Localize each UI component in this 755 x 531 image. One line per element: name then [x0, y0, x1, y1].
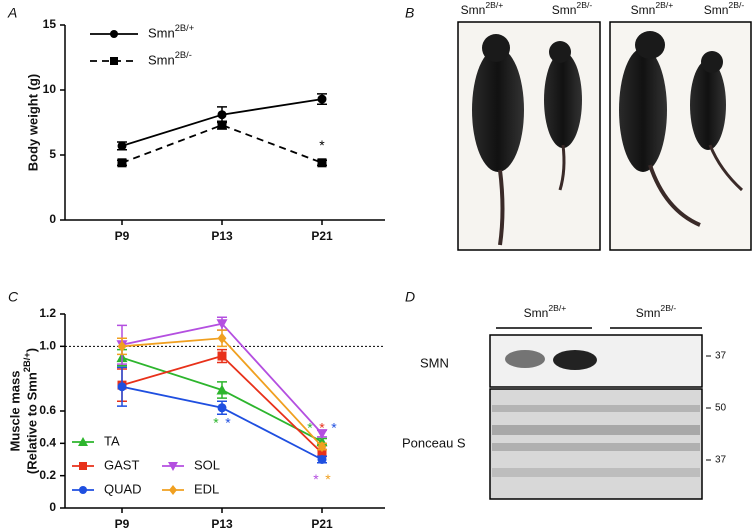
y-tick-label: 0 [49, 500, 56, 514]
band [553, 350, 597, 370]
y-tick-label: 10 [43, 82, 57, 96]
annotation: * [331, 419, 337, 435]
legend-marker [79, 462, 87, 470]
legend-marker [169, 485, 177, 495]
x-tick-label: P13 [211, 517, 233, 531]
legend-marker [79, 486, 87, 494]
mouse [472, 48, 524, 172]
chart: 0 5 10 15 P9 P13 P21 Body weight (g) Smn2B/+ Smn2… [25, 17, 385, 243]
x-tick-label: P9 [115, 229, 130, 243]
x-tick-label: P21 [311, 517, 333, 531]
band [492, 425, 700, 435]
y-tick-label: 15 [43, 17, 57, 31]
mouse [635, 31, 665, 59]
x-tick-label: P13 [211, 229, 233, 243]
panel-label: A [7, 5, 17, 21]
annotation: * [319, 137, 325, 153]
size-marker: 37 [715, 351, 727, 362]
mouse [549, 41, 571, 63]
series-line [121, 124, 323, 164]
mouse [544, 52, 582, 148]
y-axis-label: (Relative to Smn2B/+) [22, 348, 39, 474]
mouse [482, 34, 510, 62]
mouse [690, 60, 726, 150]
genotype-label: Smn2B/- [704, 0, 745, 17]
genotype-label: Smn2B/- [552, 0, 593, 17]
row-label: SMN [420, 355, 449, 370]
y-tick-label: 0 [49, 212, 56, 226]
marker [216, 384, 228, 395]
marker [216, 319, 228, 330]
mouse [701, 51, 723, 73]
band [505, 350, 545, 368]
y-axis-label: Muscle mass [7, 371, 22, 452]
legend-label: QUAD [104, 481, 142, 496]
y-tick-label: 1.2 [39, 306, 56, 320]
legend-label: GAST [104, 457, 139, 472]
marker [316, 429, 328, 440]
mouse-tail [708, 144, 744, 192]
y-tick-label: 0.4 [39, 436, 56, 450]
annotation: * [313, 471, 319, 487]
y-tick-label: 1.0 [39, 339, 56, 353]
photo-panel: Smn2B/+ Smn2B/- Smn2B/+ Smn2B/- [457, 0, 752, 251]
legend-label: TA [104, 433, 120, 448]
marker [317, 441, 327, 453]
group-label: Smn2B/- [636, 303, 677, 320]
band [492, 405, 700, 412]
legend-marker [78, 437, 88, 446]
legend-label: Smn2B/+ [148, 23, 194, 40]
y-tick-label: 0.2 [39, 468, 56, 482]
y-axis-label: Body weight (g) [25, 74, 40, 172]
annotation: * [307, 419, 313, 435]
genotype-label: Smn2B/+ [461, 0, 504, 17]
legend-label: SOL [194, 457, 220, 472]
y-tick-label: 5 [49, 147, 56, 161]
panel-label: B [405, 5, 414, 21]
panel-label: D [405, 289, 415, 305]
marker [317, 455, 327, 464]
marker [217, 332, 227, 344]
legend-label: Smn2B/- [148, 50, 192, 67]
mouse-tail [558, 144, 566, 191]
x-tick-label: P9 [115, 517, 130, 531]
legend-marker [110, 57, 118, 65]
band [492, 468, 700, 477]
y-tick-label: 0.6 [39, 403, 56, 417]
marker [217, 120, 227, 130]
mouse [619, 48, 667, 172]
x-tick-label: P21 [311, 229, 333, 243]
marker [117, 141, 127, 151]
genotype-label: Smn2B/+ [631, 0, 674, 17]
marker [217, 110, 227, 120]
marker [217, 351, 227, 361]
marker [117, 158, 127, 168]
annotation: * [325, 471, 331, 487]
marker [117, 340, 127, 352]
size-marker: 37 [715, 455, 727, 466]
panel-label: C [8, 289, 19, 305]
marker [317, 158, 327, 168]
marker [317, 448, 327, 458]
legend-label: EDL [194, 481, 219, 496]
annotation: * [319, 419, 325, 435]
western-blot: Smn2B/+ Smn2B/- SMN Ponceau S 37 50 37 [402, 303, 727, 500]
annotation: * [213, 414, 219, 430]
band [492, 443, 700, 451]
marker [217, 403, 227, 413]
mouse-tail [648, 164, 701, 227]
marker [317, 94, 327, 104]
marker [117, 382, 127, 392]
legend-marker [110, 30, 118, 38]
mouse-tail [498, 169, 505, 246]
row-label: Ponceau S [402, 435, 466, 450]
legend-marker [168, 462, 178, 471]
chart: 0 0.2 0.4 0.6 1.0 1.2 P9 P13 P21 Muscle mass (Rela… [7, 306, 385, 531]
group-label: Smn2B/+ [524, 303, 567, 320]
annotation: * [225, 414, 231, 430]
size-marker: 50 [715, 403, 727, 414]
